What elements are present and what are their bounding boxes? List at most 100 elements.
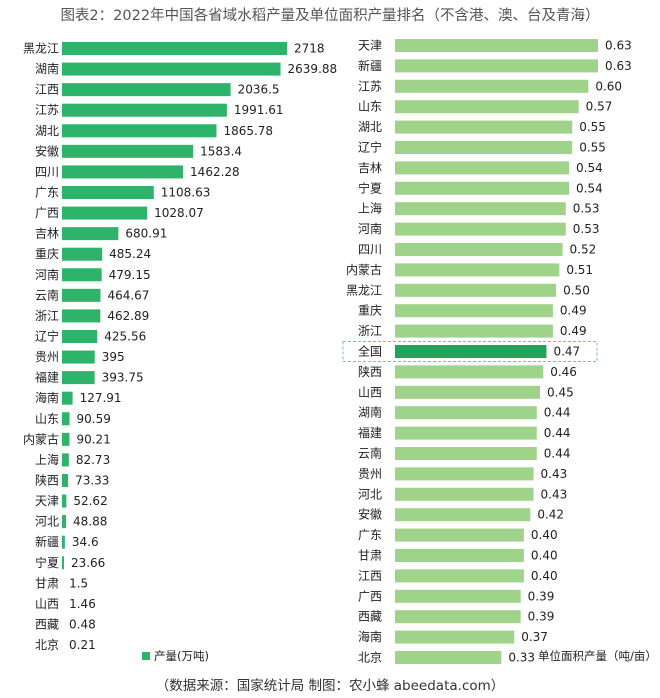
value-label: 1462.28 <box>190 165 240 179</box>
value-label: 1991.61 <box>234 103 284 117</box>
category-label: 山西 <box>35 597 59 611</box>
value-label: 0.44 <box>544 447 571 461</box>
category-label: 江苏 <box>358 79 382 93</box>
value-label: 0.63 <box>605 39 632 53</box>
category-label: 吉林 <box>358 161 382 175</box>
value-label: 0.37 <box>521 630 548 644</box>
category-label: 甘肃 <box>35 576 59 590</box>
value-label: 127.91 <box>80 391 122 405</box>
category-label: 广东 <box>358 528 382 542</box>
category-label: 浙江 <box>35 309 59 323</box>
yield-bar <box>395 549 524 562</box>
category-label: 江西 <box>35 83 59 97</box>
value-label: 0.49 <box>560 304 587 318</box>
yield-bar <box>395 345 547 358</box>
value-label: 393.75 <box>102 371 144 385</box>
yield-bar <box>395 365 544 379</box>
category-label: 福建 <box>35 370 59 385</box>
category-label: 黑龙江 <box>23 42 59 56</box>
category-label: 海南 <box>358 629 382 644</box>
yield-bar <box>395 569 524 583</box>
yield-bar <box>395 79 589 93</box>
yield-bar <box>395 141 573 154</box>
category-label: 贵州 <box>358 467 382 481</box>
category-label: 四川 <box>358 243 382 257</box>
value-label: 0.57 <box>586 100 613 114</box>
category-label: 河北 <box>358 487 382 501</box>
category-label: 北京 <box>35 638 59 652</box>
legend-swatch <box>142 652 150 660</box>
value-label: 0.49 <box>560 324 587 338</box>
value-label: 479.15 <box>109 268 151 282</box>
value-label: 462.89 <box>107 309 149 323</box>
yield-bar <box>395 447 537 460</box>
value-label: 34.6 <box>72 535 99 549</box>
category-label: 江西 <box>358 569 382 583</box>
category-label: 广西 <box>35 206 59 220</box>
yield-bar <box>395 39 598 52</box>
value-label: 0.55 <box>579 141 606 155</box>
value-label: 395 <box>102 350 125 364</box>
yield-bar <box>395 467 534 481</box>
yield-bar <box>395 528 524 542</box>
value-label: 0.53 <box>573 202 600 216</box>
value-label: 0.33 <box>508 651 535 665</box>
category-label: 贵州 <box>35 350 59 364</box>
category-label: 安徽 <box>35 143 59 158</box>
category-label: 重庆 <box>358 304 382 318</box>
value-label: 485.24 <box>109 247 151 261</box>
value-label: 1.46 <box>69 597 96 611</box>
category-label: 天津 <box>35 494 59 508</box>
production-bar <box>62 329 98 343</box>
yield-bar <box>395 120 573 134</box>
category-label: 广西 <box>358 589 382 603</box>
production-bar <box>62 83 231 97</box>
value-label: 0.54 <box>576 181 603 195</box>
value-label: 1108.63 <box>161 185 211 199</box>
production-bar <box>62 309 101 323</box>
value-label: 1028.07 <box>154 206 204 220</box>
value-label: 2639.88 <box>288 62 338 76</box>
category-label: 上海 <box>358 201 382 216</box>
production-bar <box>62 144 194 158</box>
yield-bar <box>395 406 537 420</box>
value-label: 0.54 <box>576 161 603 175</box>
yield-bar <box>395 487 534 501</box>
category-label: 陕西 <box>358 364 382 379</box>
value-label: 0.42 <box>537 508 564 522</box>
value-label: 425.56 <box>104 329 146 343</box>
category-label: 重庆 <box>35 247 59 261</box>
value-label: 0.63 <box>605 59 632 73</box>
yield-bar <box>395 222 566 236</box>
yield-bar <box>395 181 569 195</box>
value-label: 0.21 <box>69 638 96 652</box>
category-label: 内蒙古 <box>346 262 382 277</box>
chart-title: 图表2：2022年中国各省域水稻产量及单位面积产量排名（不含港、澳、台及青海） <box>60 8 600 24</box>
production-bar <box>62 124 217 138</box>
value-label: 82.73 <box>76 453 110 467</box>
category-label: 云南 <box>358 446 382 461</box>
category-label: 河北 <box>35 515 59 529</box>
value-label: 2036.5 <box>238 83 280 97</box>
value-label: 0.52 <box>570 243 597 257</box>
production-bar <box>62 206 148 220</box>
production-bar <box>62 227 119 241</box>
category-label: 西藏 <box>35 617 59 631</box>
category-label: 宁夏 <box>358 180 382 195</box>
category-label: 全国 <box>358 344 382 359</box>
value-label: 0.40 <box>531 569 558 583</box>
value-label: 680.91 <box>125 227 167 241</box>
value-label: 0.53 <box>573 222 600 236</box>
legend-label: 单位面积产量（吨/亩） <box>538 649 657 663</box>
category-label: 湖南 <box>35 61 59 76</box>
production-bar <box>62 350 95 364</box>
legend-label: 产量(万吨) <box>154 649 209 663</box>
yield-bar <box>395 202 566 216</box>
category-label: 辽宁 <box>35 328 59 343</box>
yield-bar <box>395 263 560 277</box>
yield-bar <box>395 283 557 297</box>
production-bar <box>62 391 73 405</box>
highlight-box <box>342 341 598 362</box>
category-label: 河南 <box>358 221 382 236</box>
